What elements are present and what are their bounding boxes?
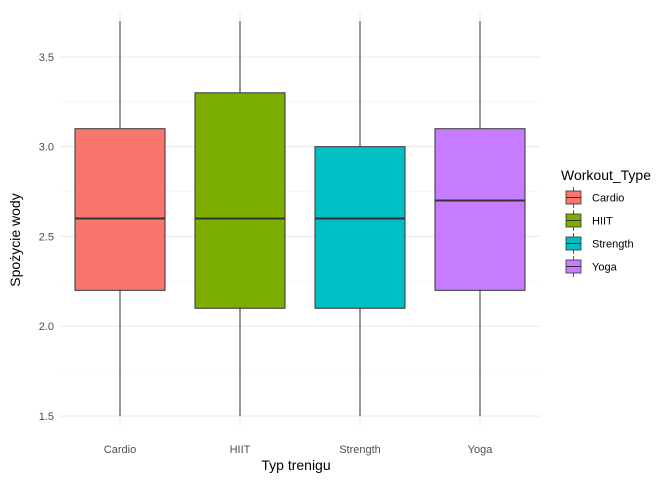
box-body <box>194 92 286 309</box>
box-strength <box>314 20 406 417</box>
y-axis-ticks: 1.5 2.0 2.5 3.0 3.5 <box>39 52 54 423</box>
x-tick-label: Yoga <box>468 444 494 456</box>
legend: Workout_Type Cardio HIIT Strength Yoga <box>561 167 651 277</box>
legend-item: HIIT <box>565 210 613 231</box>
legend-label: Yoga <box>592 262 618 274</box>
boxes <box>74 20 526 417</box>
y-tick-label: 2.5 <box>39 231 54 243</box>
legend-title: Workout_Type <box>561 167 651 183</box>
y-tick-label: 3.0 <box>39 142 54 154</box>
legend-items: Cardio HIIT Strength Yoga <box>565 187 634 277</box>
x-tick-label: Strength <box>339 444 381 456</box>
legend-label: HIIT <box>592 216 613 228</box>
box-body <box>434 128 526 291</box>
x-tick-label: HIIT <box>230 444 251 456</box>
y-tick-label: 3.5 <box>39 52 54 64</box>
legend-item: Yoga <box>565 256 618 277</box>
box-body <box>314 146 406 309</box>
legend-item: Cardio <box>565 187 624 208</box>
x-axis-ticks: Cardio HIIT Strength Yoga <box>104 444 493 456</box>
x-tick-label: Cardio <box>104 444 136 456</box>
legend-item: Strength <box>565 233 634 254</box>
legend-label: Strength <box>592 239 634 251</box>
legend-label: Cardio <box>592 193 624 205</box>
x-axis-title: Typ trenigu <box>261 457 330 473</box>
box-cardio <box>74 20 166 417</box>
box-hiit <box>194 20 286 417</box>
y-axis-title: Spożycie wody <box>7 193 23 286</box>
y-tick-label: 1.5 <box>39 411 54 423</box>
y-tick-label: 2.0 <box>39 321 54 333</box>
box-body <box>74 128 166 291</box>
box-yoga <box>434 20 526 417</box>
